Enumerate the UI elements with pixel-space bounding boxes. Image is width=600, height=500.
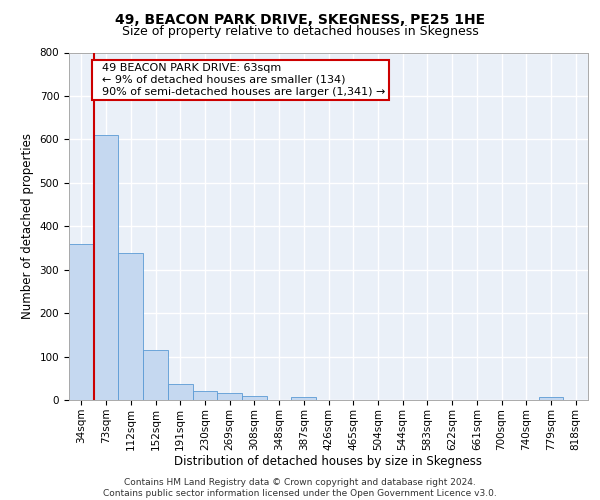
Text: Contains HM Land Registry data © Crown copyright and database right 2024.
Contai: Contains HM Land Registry data © Crown c… <box>103 478 497 498</box>
Bar <box>69 244 94 400</box>
X-axis label: Distribution of detached houses by size in Skegness: Distribution of detached houses by size … <box>175 456 482 468</box>
Bar <box>539 396 563 400</box>
Text: 49, BEACON PARK DRIVE, SKEGNESS, PE25 1HE: 49, BEACON PARK DRIVE, SKEGNESS, PE25 1H… <box>115 12 485 26</box>
Text: Size of property relative to detached houses in Skegness: Size of property relative to detached ho… <box>122 25 478 38</box>
Bar <box>168 384 193 400</box>
Bar <box>118 253 143 400</box>
Bar <box>217 394 242 400</box>
Bar <box>292 396 316 400</box>
Bar <box>242 396 267 400</box>
Bar <box>143 350 168 400</box>
Bar <box>193 392 217 400</box>
Bar <box>94 134 118 400</box>
Text: 49 BEACON PARK DRIVE: 63sqm
  ← 9% of detached houses are smaller (134)
  90% of: 49 BEACON PARK DRIVE: 63sqm ← 9% of deta… <box>95 64 385 96</box>
Y-axis label: Number of detached properties: Number of detached properties <box>21 133 34 320</box>
